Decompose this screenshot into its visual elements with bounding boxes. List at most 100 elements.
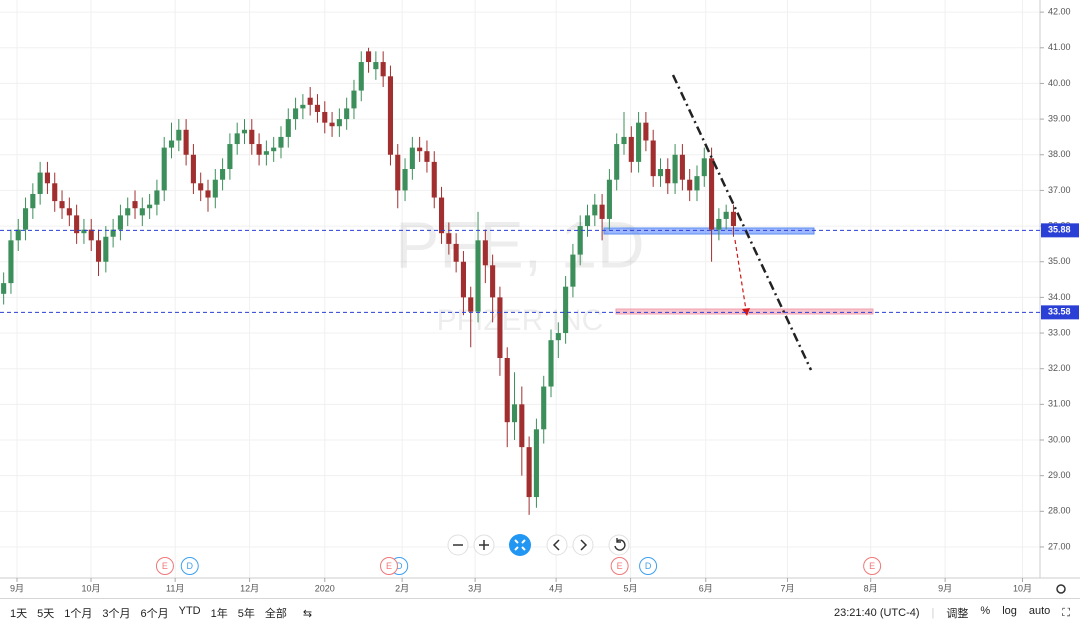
refresh-button[interactable] [608,534,630,556]
candle-body [723,211,729,219]
event-marker [639,557,658,575]
candle-body [278,136,284,148]
candle-body [570,254,576,287]
range-button[interactable]: YTD [178,605,201,617]
candle-body [475,240,481,312]
y-tick-label: 27.00 [1048,541,1071,551]
x-tick-label: 4月 [549,583,563,593]
candle-body [541,386,547,430]
range-button[interactable]: 5年 [237,608,255,620]
candle-body [628,136,634,162]
scale-option[interactable]: auto [1028,605,1051,617]
candle-body [497,297,503,358]
event-label: E [869,561,875,571]
candle-body [657,169,664,177]
candle-body [599,204,605,219]
candle-body [256,144,262,155]
scale-option[interactable]: 调整 [946,608,969,620]
y-tick-label: 40.00 [1048,78,1071,88]
range-button[interactable]: 6个月 [140,608,169,620]
range-button[interactable]: 1年 [210,608,228,620]
candles [1,47,737,515]
nav-buttons [447,534,630,556]
candle-body [482,240,488,266]
candle-body [519,404,525,448]
x-tick-label: 10月 [1013,583,1032,593]
candle-body [366,51,372,63]
candle-body [614,144,620,180]
range-button[interactable]: 1天 [10,608,28,620]
event-marker [610,557,629,575]
range-button[interactable]: 1个月 [64,608,93,620]
y-tick-label: 37.00 [1048,185,1071,195]
x-tick-label: 7月 [780,583,794,593]
event-label: E [386,561,392,571]
scroll-left-button[interactable] [546,534,568,556]
candle-body [307,97,313,105]
grid [0,0,1040,578]
fullscreen-icon[interactable]: ⛶ [1062,606,1070,619]
scale-option[interactable]: % [980,605,991,617]
settings-button[interactable] [1056,584,1066,594]
candle-body [431,161,437,198]
candle-body [59,201,65,209]
toolbar-right: 23:21:40 (UTC-4) | 调整% log auto ⛶ [822,605,1080,621]
x-tick-label: 9月 [938,583,952,593]
candle-body [125,208,131,216]
left-icon [552,539,560,551]
x-tick-label: 9月 [10,583,24,593]
y-tick-label: 32.00 [1048,363,1071,373]
event-label: E [162,561,168,571]
candle-body [52,183,58,202]
candle-body [672,154,678,184]
candle-body [351,90,357,109]
candle-body [322,111,328,123]
candle-body [293,108,299,120]
range-button[interactable]: 5天 [37,608,55,620]
x-tick-label: 11月 [166,583,184,593]
range-button[interactable]: 全部 [264,608,287,620]
y-tick-label: 38.00 [1048,149,1071,159]
candle-body [555,333,561,341]
candle-body [373,62,379,70]
candle-body [314,104,321,112]
event-marker [155,557,174,575]
candle-body [563,286,569,334]
candle-body [409,147,415,170]
candle-body [511,404,518,423]
projection-arrow [734,239,747,311]
candle-body [402,169,408,191]
event-label: D [645,561,652,571]
candle-body [183,129,189,155]
x-tick-label: 2月 [395,583,409,593]
scale-option[interactable]: log [1002,605,1017,617]
candle-body [665,169,671,184]
candle-body [220,169,226,180]
watermark-title: PFE, 1D [395,207,644,281]
y-tick-label: 29.00 [1048,470,1071,480]
candle-body [730,211,737,227]
candle-body [176,129,182,141]
candle-body [716,218,722,230]
scroll-right-button[interactable] [572,534,594,556]
candle-body [387,76,394,155]
compare-icon[interactable]: ⇆ [302,607,313,620]
candle-body [271,147,277,152]
zoom-in-icon [479,540,489,550]
range-button[interactable]: 3个月 [102,608,131,620]
candle-body [636,122,642,162]
y-tick-label: 35.00 [1048,256,1071,266]
candle-body [548,340,554,387]
candle-body [584,215,591,227]
candle-body [249,129,255,145]
event-marker [863,557,882,575]
candle-body [650,140,656,177]
candle-body [701,158,707,177]
candle-body [329,122,335,127]
reset-button[interactable] [509,534,531,556]
candle-body [66,208,72,216]
y-tick-label: 34.00 [1048,292,1071,302]
candle-body [132,201,138,209]
price-label-bg [1041,223,1079,238]
